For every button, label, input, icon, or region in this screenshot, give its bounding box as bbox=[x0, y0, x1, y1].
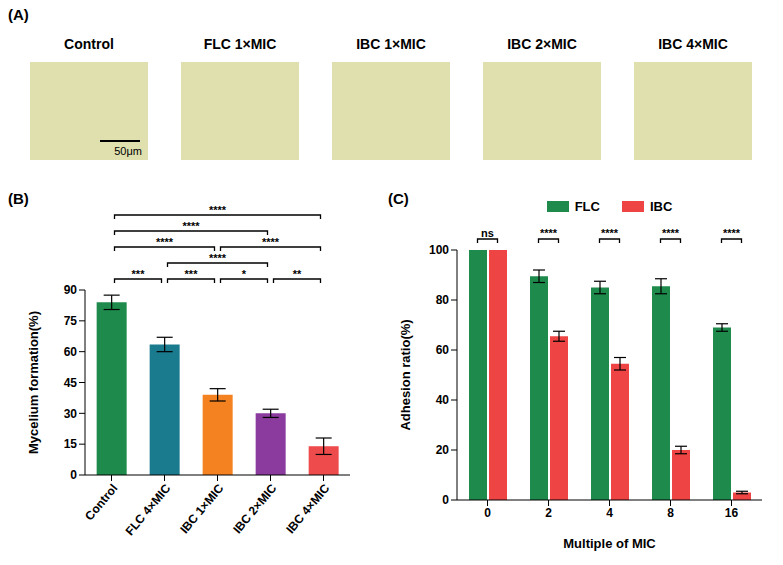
svg-text:Multiple of MIC: Multiple of MIC bbox=[563, 536, 656, 551]
svg-text:***: *** bbox=[132, 268, 146, 280]
html-text:50μm: 50μm bbox=[114, 145, 142, 157]
svg-text:Mycelium formation(%): Mycelium formation(%) bbox=[26, 311, 41, 454]
svg-text:IBC 1×MIC: IBC 1×MIC bbox=[177, 481, 226, 536]
svg-text:0: 0 bbox=[442, 493, 449, 507]
svg-text:****: **** bbox=[156, 236, 174, 248]
svg-text:90: 90 bbox=[64, 283, 78, 297]
svg-text:****: **** bbox=[723, 227, 741, 239]
svg-text:20: 20 bbox=[436, 443, 450, 457]
svg-text:****: **** bbox=[209, 252, 227, 264]
svg-text:IBC 2×MIC: IBC 2×MIC bbox=[230, 481, 279, 536]
svg-text:ns: ns bbox=[481, 227, 494, 239]
html-text:IBC 4×MIC: IBC 4×MIC bbox=[658, 36, 728, 52]
svg-text:16: 16 bbox=[725, 506, 739, 520]
html-text:(C): (C) bbox=[388, 190, 409, 207]
html-text:FLC 1×MIC: FLC 1×MIC bbox=[203, 36, 277, 52]
svg-text:****: **** bbox=[662, 227, 680, 239]
svg-text:0: 0 bbox=[70, 468, 77, 482]
svg-text:80: 80 bbox=[436, 293, 450, 307]
svg-text:****: **** bbox=[209, 204, 227, 216]
svg-text:****: **** bbox=[601, 227, 619, 239]
html-text:IBC: IBC bbox=[649, 199, 673, 214]
svg-text:****: **** bbox=[262, 236, 280, 248]
svg-text:8: 8 bbox=[667, 506, 674, 520]
svg-text:60: 60 bbox=[64, 345, 78, 359]
svg-text:45: 45 bbox=[64, 376, 78, 390]
svg-text:4: 4 bbox=[606, 506, 613, 520]
svg-text:0: 0 bbox=[484, 506, 491, 520]
svg-text:30: 30 bbox=[64, 407, 78, 421]
svg-text:IBC 4×MIC: IBC 4×MIC bbox=[283, 481, 332, 536]
svg-text:Adhesion ratio(%): Adhesion ratio(%) bbox=[398, 319, 413, 430]
html-text:(A): (A) bbox=[8, 6, 29, 23]
svg-text:Control: Control bbox=[82, 481, 120, 523]
svg-text:75: 75 bbox=[64, 314, 78, 328]
svg-text:****: **** bbox=[540, 227, 558, 239]
html-text:(B): (B) bbox=[8, 190, 29, 207]
svg-text:15: 15 bbox=[64, 437, 78, 451]
html-text:Control: Control bbox=[64, 36, 114, 52]
svg-text:2: 2 bbox=[545, 506, 552, 520]
svg-text:40: 40 bbox=[436, 393, 450, 407]
svg-text:***: *** bbox=[185, 268, 199, 280]
svg-text:****: **** bbox=[182, 220, 200, 232]
html-text:FLC: FLC bbox=[574, 199, 600, 214]
svg-text:*: * bbox=[242, 268, 247, 280]
svg-text:100: 100 bbox=[429, 243, 449, 257]
html-text:IBC 1×MIC: IBC 1×MIC bbox=[356, 36, 426, 52]
svg-text:60: 60 bbox=[436, 343, 450, 357]
html-text:IBC 2×MIC: IBC 2×MIC bbox=[507, 36, 577, 52]
svg-text:**: ** bbox=[293, 268, 302, 280]
svg-text:FLC 4×MIC: FLC 4×MIC bbox=[123, 481, 174, 538]
